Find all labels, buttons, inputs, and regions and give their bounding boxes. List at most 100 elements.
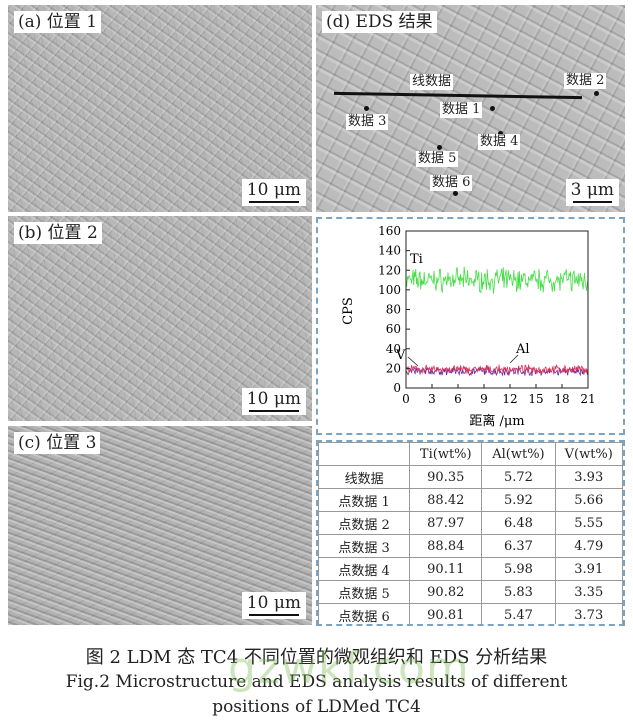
micrograph-eds: (d) EDS 结果 线数据 数据 1 数据 2 数据 3 数据 4 数据 5 … (316, 5, 625, 212)
x-tick-label: 3 (428, 392, 436, 406)
series-label-v: V (395, 348, 406, 363)
point-5-marker (437, 145, 442, 150)
table-cell: 线数据 (318, 465, 411, 489)
scale-bar-a: 10 μm (241, 179, 306, 206)
table-cell: 3.91 (554, 557, 623, 581)
x-tick-label: 15 (528, 392, 543, 406)
table-cell: 90.81 (409, 603, 483, 624)
table-cell: 5.55 (554, 511, 623, 535)
table-header-row: Ti(wt%) Al(wt%) V(wt%) (318, 442, 623, 466)
table-header-cell: Ti(wt%) (409, 442, 483, 466)
eds-line-scan-chart: 0 20 40 60 80 100 120 140 160 0 3 6 9 12 15 18 21 CPS 距离… (341, 224, 596, 429)
x-tick-label: 6 (454, 392, 462, 406)
figure-caption-en-line2: positions of LDMed TC4 (212, 697, 421, 717)
panel-a-label: (a) 位置 1 (14, 11, 102, 33)
table-row: 线数据 90.35 5.72 3.93 (318, 465, 623, 489)
scale-bar-c-text: 10 μm (246, 593, 301, 613)
point-4-marker (498, 131, 503, 136)
table-cell: 90.82 (409, 580, 483, 604)
table-cell: 5.47 (481, 603, 556, 624)
eds-composition-table: Ti(wt%) Al(wt%) V(wt%) 线数据 90.35 5.72 3.93 点… (318, 442, 623, 624)
table-cell: 点数据 5 (318, 580, 411, 604)
figure-caption-en-line1: Fig.2 Microstructure and EDS analysis re… (65, 672, 568, 692)
table-cell: 6.37 (481, 534, 556, 558)
table-row: 点数据 5 90.82 5.83 3.35 (318, 580, 623, 604)
point-2-label: 数据 2 (564, 73, 607, 89)
table-cell: 88.84 (409, 534, 483, 558)
table-row: 点数据 3 88.84 6.37 4.79 (318, 534, 623, 558)
y-tick-label: 20 (386, 361, 401, 375)
point-2-marker (594, 91, 599, 96)
scale-bar-d-line (572, 201, 612, 203)
table-header-cell: Al(wt%) (481, 442, 556, 466)
series-label-al-leader (509, 354, 519, 364)
x-tick-label: 0 (402, 392, 410, 406)
table-cell: 90.35 (409, 465, 483, 489)
table-cell: 5.66 (554, 488, 623, 512)
point-6-label: 数据 6 (430, 175, 473, 191)
series-label-ti: Ti (410, 252, 423, 267)
panel-b-label: (b) 位置 2 (14, 222, 102, 244)
scale-bar-b: 10 μm (241, 388, 306, 415)
panel-d-label: (d) EDS 结果 (322, 11, 437, 33)
table-row: 点数据 6 90.81 5.47 3.73 (318, 603, 623, 624)
table-row: 点数据 1 88.42 5.92 5.66 (318, 488, 623, 512)
series-line-ti (405, 266, 589, 294)
point-6-marker (453, 191, 458, 196)
y-tick-label: 80 (386, 303, 401, 317)
table-cell: 3.73 (554, 603, 623, 624)
y-tick-label: 40 (386, 342, 401, 356)
series-line-v (405, 366, 589, 377)
micrograph-position-2: (b) 位置 2 10 μm (8, 216, 312, 421)
eds-composition-table-panel: Ti(wt%) Al(wt%) V(wt%) 线数据 90.35 5.72 3.93 点… (316, 440, 625, 626)
table-cell: 6.48 (481, 511, 556, 535)
line-scan-label: 线数据 (410, 74, 454, 90)
chart-y-axis-label: CPS (341, 297, 356, 325)
point-3-label: 数据 3 (346, 114, 389, 130)
scale-bar-c-line (248, 614, 299, 616)
series-label-v-leader (407, 356, 419, 367)
table-row: 点数据 4 90.11 5.98 3.91 (318, 557, 623, 581)
scale-bar-b-text: 10 μm (246, 389, 301, 409)
micrograph-position-1: (a) 位置 1 10 μm (8, 5, 312, 212)
y-tick-label: 140 (378, 244, 401, 258)
table-cell: 点数据 4 (318, 557, 411, 581)
x-tick-label: 12 (502, 392, 517, 406)
scale-bar-a-text: 10 μm (246, 180, 301, 200)
point-4-label: 数据 4 (478, 134, 521, 150)
table-cell: 5.83 (481, 580, 556, 604)
point-3-marker (364, 106, 369, 111)
chart-plot-frame (405, 230, 589, 389)
y-tick-label: 160 (378, 224, 401, 238)
scale-bar-d-text: 3 μm (570, 180, 614, 200)
table-cell: 3.35 (554, 580, 623, 604)
table-cell: 点数据 6 (318, 603, 411, 624)
table-header-cell (318, 442, 411, 466)
table-cell: 90.11 (409, 557, 483, 581)
y-tick-label: 100 (378, 283, 401, 297)
scale-bar-c: 10 μm (241, 592, 306, 619)
scale-bar-a-line (248, 201, 299, 203)
table-cell: 5.72 (481, 465, 556, 489)
y-tick-label: 60 (386, 322, 401, 336)
line-scan-path (333, 91, 583, 100)
table-cell: 点数据 2 (318, 511, 411, 535)
table-cell: 4.79 (554, 534, 623, 558)
point-5-label: 数据 5 (416, 151, 459, 167)
watermark: gzwkf.com (228, 643, 470, 694)
table-cell: 87.97 (409, 511, 483, 535)
scale-bar-d: 3 μm (565, 179, 619, 206)
x-tick-label: 18 (554, 392, 569, 406)
y-tick-label: 120 (378, 263, 401, 277)
table-cell: 88.42 (409, 488, 483, 512)
chart-x-axis-label: 距离 /μm (469, 413, 524, 429)
point-1-marker (490, 106, 495, 111)
table-cell: 3.93 (554, 465, 623, 489)
table-cell: 点数据 1 (318, 488, 411, 512)
scale-bar-b-line (248, 410, 299, 412)
x-tick-label: 21 (580, 392, 595, 406)
micrograph-position-3: (c) 位置 3 10 μm (8, 426, 312, 625)
panel-c-label: (c) 位置 3 (14, 432, 101, 454)
table-row: 点数据 2 87.97 6.48 5.55 (318, 511, 623, 535)
x-tick-label: 9 (480, 392, 488, 406)
